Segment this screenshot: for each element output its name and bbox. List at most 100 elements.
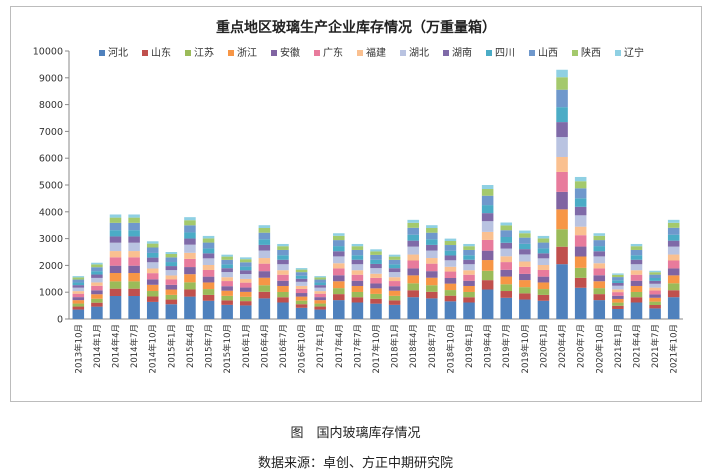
bar-segment-四川 — [500, 236, 513, 243]
bar-segment-福建 — [667, 254, 680, 261]
bar-segment-江苏 — [537, 289, 550, 295]
bar-segment-湖北 — [388, 272, 401, 278]
bar-segment-陕西 — [91, 264, 103, 268]
x-tick-label: 2020年4月 — [557, 324, 568, 368]
bar-segment-浙江 — [146, 284, 159, 292]
bar-segment-福建 — [184, 252, 196, 259]
legend-swatch — [572, 50, 578, 56]
bar-segment-广东 — [630, 274, 643, 281]
bar-segment-河北 — [667, 297, 680, 319]
bar-segment-浙江 — [295, 296, 308, 301]
x-tick-label: 2017年1月 — [315, 324, 326, 368]
bar-segment-安徽 — [165, 284, 178, 290]
bar-segment-湖北 — [500, 248, 513, 257]
bar-segment-辽宁 — [519, 230, 531, 234]
bar-segment-福建 — [314, 291, 326, 294]
legend-swatch — [228, 50, 234, 56]
bar-segment-江苏 — [184, 282, 196, 290]
bar-segment-福建 — [295, 285, 308, 289]
bar-segment-辽宁 — [202, 235, 215, 239]
data-source: 数据来源：卓创、方正中期研究院 — [257, 456, 453, 471]
y-tick-label: 0 — [57, 315, 63, 326]
bar-segment-陕西 — [388, 256, 401, 260]
bar-segment-广东 — [481, 239, 494, 251]
bar-segment-山西 — [556, 89, 568, 108]
bar-segment-福建 — [277, 270, 289, 275]
bar-segment-江苏 — [667, 283, 680, 291]
bar-segment-浙江 — [407, 275, 419, 284]
bar-segment-河北 — [426, 298, 438, 319]
bar-segment-福建 — [370, 273, 382, 278]
bar-segment-福建 — [407, 254, 419, 261]
bar-segment-浙江 — [649, 297, 661, 302]
bar-segment-广东 — [593, 268, 606, 276]
bar-segment-河北 — [221, 304, 233, 319]
bar-segment-浙江 — [667, 275, 680, 284]
bar-segment-辽宁 — [630, 243, 643, 247]
bar-segment-江苏 — [277, 291, 289, 298]
bar-segment-安徽 — [537, 276, 550, 283]
bar-segment-福建 — [593, 263, 606, 269]
bar-segment-浙江 — [574, 256, 587, 268]
legend-label: 山东 — [151, 46, 171, 59]
bar-segment-辽宁 — [481, 185, 494, 190]
bar-segment-陕西 — [351, 246, 364, 250]
bar-segment-辽宁 — [295, 268, 308, 270]
bar-segment-安徽 — [128, 265, 140, 274]
bar-segment-山西 — [444, 245, 457, 251]
bar-segment-山西 — [277, 249, 289, 256]
bar-segment-辽宁 — [444, 238, 457, 242]
bar-segment-江苏 — [500, 284, 513, 292]
bar-segment-安徽 — [277, 280, 289, 286]
bar-segment-辽宁 — [351, 243, 364, 247]
bar-segment-湖北 — [221, 272, 233, 278]
bar-segment-四川 — [239, 266, 252, 271]
bar-segment-湖南 — [444, 255, 457, 261]
legend-swatch — [486, 50, 492, 56]
bar-segment-浙江 — [556, 209, 568, 230]
bar-segment-四川 — [277, 255, 289, 260]
bar-segment-浙江 — [351, 285, 364, 292]
bar-segment-浙江 — [72, 300, 85, 304]
chart-frame: 重点地区玻璃生产企业库存情况（万重量箱） 0 1000 2000 3000 4000 50… — [10, 6, 702, 402]
bar-segment-湖南 — [333, 251, 345, 257]
x-tick-label: 2015年4月 — [185, 324, 196, 368]
bar-segment-安徽 — [500, 269, 513, 277]
bar-segment-河北 — [165, 304, 178, 319]
legend-item: 浙江 — [228, 47, 257, 59]
bar-segment-四川 — [146, 252, 159, 258]
bar-segment-江苏 — [333, 288, 345, 295]
bar-segment-山东 — [370, 298, 382, 304]
bar-segment-浙江 — [500, 276, 513, 285]
bar-segment-山西 — [593, 240, 606, 247]
bar-segment-辽宁 — [184, 217, 196, 221]
bar-segment-山西 — [426, 232, 438, 240]
legend-item: 湖南 — [443, 46, 472, 59]
bar-segment-广东 — [146, 273, 159, 280]
bar-segment-山西 — [519, 237, 531, 244]
bar-segment-安徽 — [91, 290, 103, 295]
bar-segment-江苏 — [388, 295, 401, 301]
bar-segment-湖北 — [593, 256, 606, 264]
bar-segment-山东 — [444, 295, 457, 302]
bar-segment-广东 — [109, 257, 122, 266]
bar-segment-山东 — [333, 294, 345, 301]
bar-segment-河北 — [277, 302, 289, 319]
bar-segment-河北 — [537, 300, 550, 319]
bar-segment-湖北 — [667, 246, 680, 255]
bar-segment-四川 — [128, 230, 140, 237]
bar-segment-陕西 — [221, 256, 233, 260]
bar-segment-江苏 — [258, 285, 271, 292]
bar-segment-湖南 — [165, 266, 178, 271]
bar-segment-福建 — [500, 256, 513, 263]
bar-segment-陕西 — [109, 217, 122, 223]
bar-segment-安徽 — [463, 280, 475, 286]
x-tick-label: 2016年7月 — [278, 324, 289, 368]
bar-segment-江苏 — [109, 281, 122, 289]
bar-segment-广东 — [407, 260, 419, 269]
bar-segment-湖北 — [481, 221, 494, 232]
bar-segment-安徽 — [221, 286, 233, 291]
bar-segment-陕西 — [333, 235, 345, 241]
legend-item: 安徽 — [271, 46, 300, 59]
bar-segment-山西 — [537, 242, 550, 249]
